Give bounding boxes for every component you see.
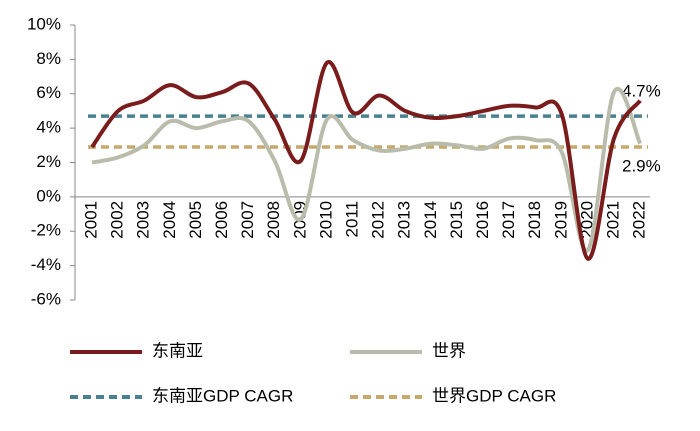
x-tick-label: 2015 bbox=[447, 201, 466, 239]
cagr-label: 4.7% bbox=[622, 82, 661, 101]
y-tick-label: 6% bbox=[36, 83, 61, 102]
cagr-label: 2.9% bbox=[622, 157, 661, 176]
y-tick-label: -4% bbox=[31, 255, 61, 274]
x-tick-label: 2018 bbox=[525, 201, 544, 239]
y-tick-label: 10% bbox=[27, 14, 61, 33]
y-tick-label: 4% bbox=[36, 118, 61, 137]
x-tick-label: 2003 bbox=[134, 201, 153, 239]
y-tick-label: 8% bbox=[36, 49, 61, 68]
legend-label: 东南亚GDP CAGR bbox=[152, 386, 293, 405]
x-tick-label: 2013 bbox=[395, 201, 414, 239]
x-tick-label: 2005 bbox=[186, 201, 205, 239]
legend-label: 东南亚 bbox=[152, 341, 203, 360]
x-tick-label: 2010 bbox=[316, 201, 335, 239]
x-tick-label: 2022 bbox=[630, 201, 649, 239]
y-tick-label: 2% bbox=[36, 152, 61, 171]
y-tick-label: 0% bbox=[36, 186, 61, 205]
x-tick-label: 2011 bbox=[342, 201, 361, 238]
x-tick-label: 2019 bbox=[551, 201, 570, 239]
x-tick-label: 2001 bbox=[81, 201, 100, 239]
x-tick-label: 2002 bbox=[108, 201, 127, 239]
x-tick-label: 2004 bbox=[160, 201, 179, 239]
x-tick-label: 2006 bbox=[212, 201, 231, 239]
x-tick-label: 2014 bbox=[421, 201, 440, 239]
x-tick-label: 2016 bbox=[473, 201, 492, 239]
y-tick-label: -6% bbox=[31, 289, 61, 308]
x-tick-label: 2007 bbox=[238, 201, 257, 239]
x-tick-label: 2017 bbox=[499, 201, 518, 239]
legend-label: 世界GDP CAGR bbox=[432, 386, 556, 405]
x-tick-label: 2012 bbox=[369, 201, 388, 239]
x-tick-label: 2021 bbox=[603, 201, 622, 239]
series-line bbox=[90, 60, 642, 261]
legend-label: 世界 bbox=[432, 341, 466, 360]
series-line bbox=[91, 86, 642, 253]
x-tick-label: 2008 bbox=[264, 201, 283, 239]
y-tick-label: -2% bbox=[31, 221, 61, 240]
